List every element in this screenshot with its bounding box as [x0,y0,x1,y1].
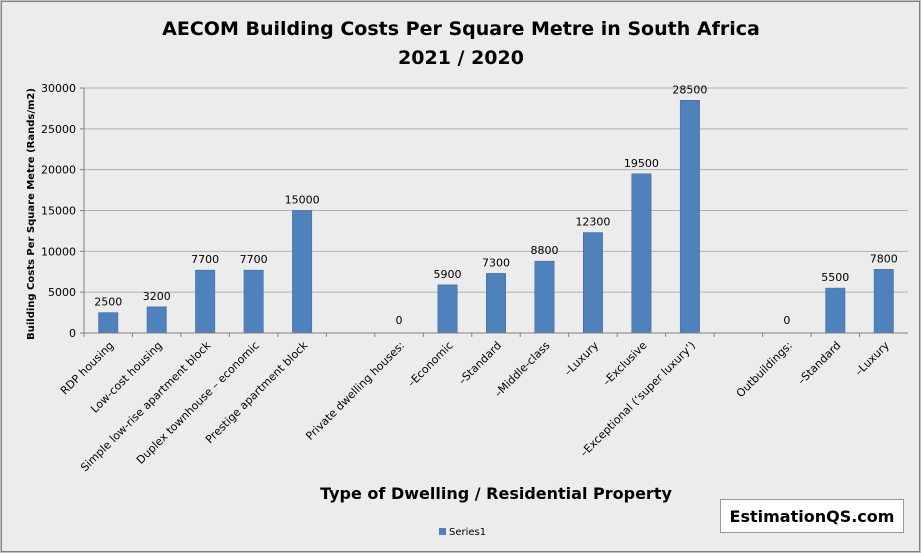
y-tick-label: 0 [69,327,76,340]
data-label: 5500 [821,271,849,284]
chart-title: AECOM Building Costs Per Square Metre in… [162,18,760,40]
bar [146,306,167,334]
data-label: 0 [783,314,790,327]
y-tick-label: 30000 [41,82,76,95]
data-label: 3200 [143,290,171,303]
y-tick-label: 25000 [41,123,76,136]
data-label: 7800 [870,252,898,265]
bars [83,100,894,337]
y-axis-ticks: 0 5000 10000 15000 20000 25000 30000 [41,82,76,340]
y-tick-label: 20000 [41,164,76,177]
chart-subtitle: 2021 / 2020 [398,47,524,69]
y-axis-title: Building Costs Per Square Metre (Rands/m… [26,88,37,340]
bar [195,269,216,334]
y-tick-label: 5000 [48,286,76,299]
legend: Series1 [439,527,486,538]
legend-label: Series1 [449,527,486,538]
data-label: 2500 [94,296,122,309]
x-tick-label: –Standard [795,339,843,387]
data-label: 19500 [624,157,659,170]
bar [582,232,603,334]
data-label: 15000 [285,194,320,207]
x-tick-label: –Exclusive [600,339,650,389]
bar [486,273,506,334]
bar [437,284,458,334]
x-tick-label: –Standard [456,339,504,387]
x-tick-label: –Economic [405,339,456,390]
x-tick-label: Private dwelling houses: [303,339,407,443]
bar [292,210,313,334]
data-label: 0 [396,314,403,327]
data-label: 8800 [530,244,558,257]
bar [534,260,555,334]
x-tick-label: –Luxury [852,339,892,379]
gridlines [80,87,908,334]
chart-title-group: AECOM Building Costs Per Square Metre in… [162,18,760,69]
bar [873,269,894,334]
y-tick-label: 15000 [41,205,76,218]
bar [825,287,846,334]
data-label: 12300 [575,216,610,229]
data-label: 28500 [672,83,707,96]
legend-swatch [439,528,446,535]
x-tick-label: –Luxury [562,339,602,379]
data-label: 7700 [191,253,219,266]
data-label: 7700 [240,253,268,266]
data-label: 5900 [434,268,462,281]
x-tick-label: Outbuildings: [734,339,795,400]
bar [631,173,652,334]
x-tick-label: Prestige apartment block [203,338,311,446]
bar [243,269,264,334]
bar [679,100,700,334]
axes [83,88,908,334]
y-tick-label: 10000 [41,245,76,258]
data-labels: 2500 3200 7700 7700 15000 0 5900 7300 8800 12300 1… [94,83,898,327]
bar [98,312,119,334]
x-axis-title: Type of Dwelling / Residential Property [320,484,672,503]
watermark-badge: EstimationQS.com [720,499,904,533]
data-label: 7300 [482,256,510,269]
